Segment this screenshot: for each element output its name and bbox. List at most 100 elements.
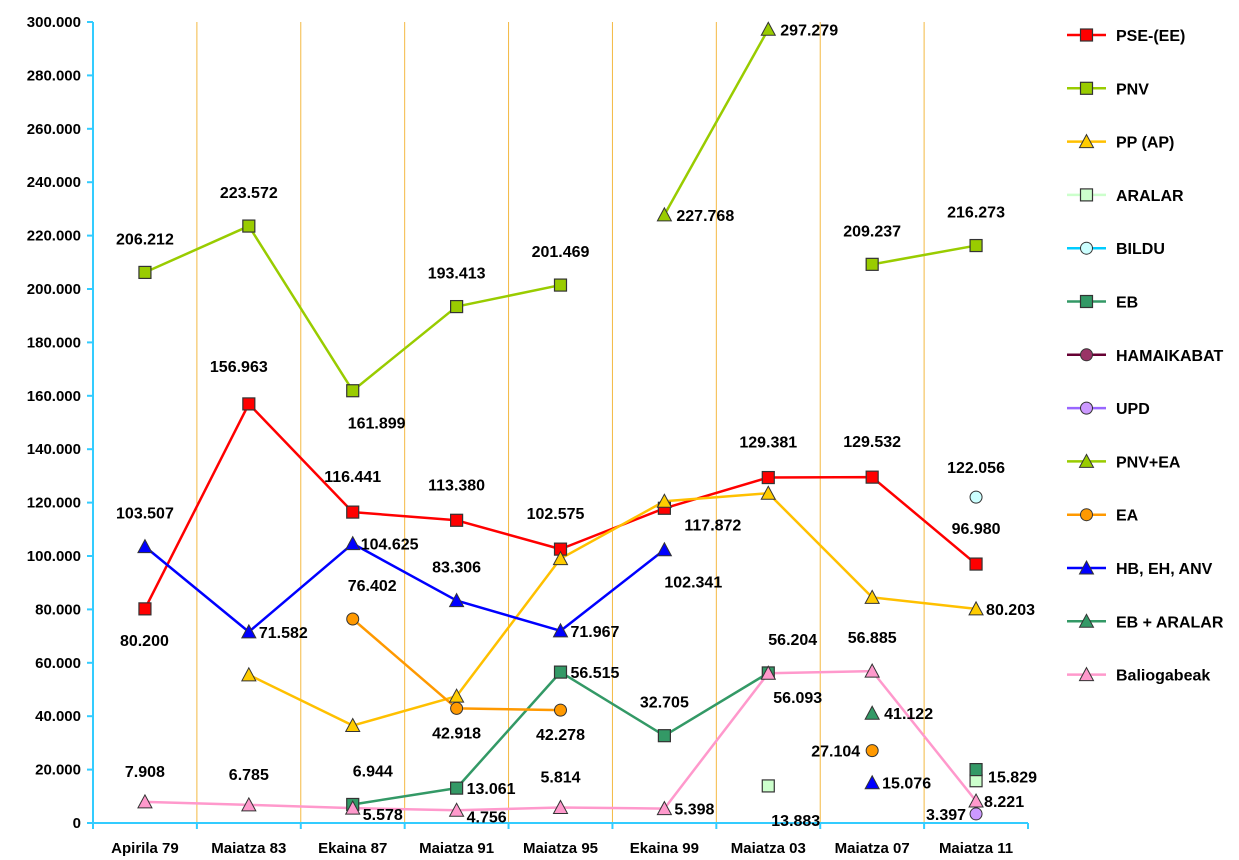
data-point [865, 744, 879, 758]
data-label: 13.883 [771, 813, 820, 830]
data-point [657, 729, 671, 743]
legend-marker [1080, 348, 1093, 362]
data-label: 8.221 [984, 794, 1024, 811]
legend-label: UPD [1116, 401, 1150, 418]
x-tick-label: Maiatza 11 [939, 840, 1013, 857]
data-point [864, 589, 881, 604]
data-point [865, 257, 879, 271]
data-label: 80.203 [986, 602, 1035, 619]
data-point [137, 793, 153, 809]
data-label: 102.341 [664, 575, 722, 592]
data-point [552, 799, 569, 814]
data-label: 209.237 [843, 223, 901, 240]
data-label: 83.306 [432, 560, 481, 577]
data-label: 56.885 [848, 630, 897, 647]
x-tick-label: Apirila 79 [111, 840, 179, 857]
y-tick-label: 280.000 [27, 67, 81, 84]
data-label: 41.122 [884, 706, 933, 723]
y-tick-label: 240.000 [27, 174, 81, 191]
data-point [344, 535, 361, 551]
series-line [144, 224, 561, 392]
legend-marker [1079, 188, 1094, 202]
y-tick-label: 20.000 [35, 762, 81, 779]
legend-marker [1078, 559, 1095, 575]
data-point [552, 550, 569, 566]
legend-label: BILDU [1116, 241, 1165, 258]
legend-label: HAMAIKABAT [1116, 348, 1223, 365]
data-point [969, 557, 983, 571]
y-tick-label: 120.000 [27, 495, 81, 512]
data-point [760, 485, 777, 500]
legend-label: PNV+EA [1116, 454, 1181, 471]
data-point [240, 796, 257, 812]
legend-marker [1079, 294, 1094, 309]
data-point [344, 800, 361, 815]
data-label: 56.093 [773, 690, 822, 707]
data-label: 5.578 [363, 807, 403, 824]
data-label: 129.532 [843, 434, 901, 451]
data-point [969, 490, 983, 504]
data-label: 102.575 [527, 506, 585, 523]
x-tick-label: Ekaina 99 [630, 840, 699, 857]
legend-marker [1079, 28, 1094, 42]
data-label: 42.918 [432, 725, 481, 742]
y-tick-label: 100.000 [27, 548, 81, 565]
y-tick-label: 80.000 [35, 601, 81, 618]
legend-label: Baliogabeak [1116, 668, 1210, 685]
data-point [448, 592, 465, 608]
data-point [864, 774, 881, 790]
legend-marker [1078, 453, 1095, 468]
legend-marker [1080, 241, 1093, 255]
data-labels: 80.200 156.963 116.441 113.380 102.575 117.87… [116, 22, 1037, 830]
data-label: 156.963 [210, 359, 268, 376]
data-point [969, 774, 983, 788]
data-label: 223.572 [220, 185, 278, 202]
y-tick-label: 200.000 [27, 281, 81, 298]
data-label: 76.402 [348, 578, 397, 595]
x-tick-label: Ekaina 87 [318, 840, 387, 857]
legend-marker [1080, 508, 1093, 522]
legend-label: PSE-(EE) [1116, 28, 1185, 45]
data-point [554, 703, 567, 717]
data-point [450, 701, 464, 715]
y-tick-label: 0 [73, 815, 81, 832]
data-point [242, 219, 256, 233]
data-point [138, 602, 152, 616]
data-label: 297.279 [780, 22, 838, 39]
series-markers [137, 21, 984, 821]
data-point [138, 265, 152, 280]
data-point [552, 622, 569, 638]
data-label: 5.398 [674, 802, 714, 819]
data-point [240, 623, 257, 639]
data-point [450, 513, 464, 527]
data-label: 7.908 [125, 764, 165, 781]
data-point [344, 717, 361, 733]
data-point [968, 792, 984, 808]
series-line [663, 28, 770, 216]
data-point [346, 505, 360, 519]
data-label: 42.278 [536, 727, 585, 744]
data-point [865, 470, 879, 484]
legend-label: PNV [1116, 81, 1149, 98]
data-point [968, 600, 984, 616]
data-label: 13.061 [467, 781, 516, 798]
data-label: 6.944 [353, 763, 393, 780]
x-tick-label: Maiatza 07 [835, 840, 910, 857]
data-label: 104.625 [361, 537, 419, 554]
data-point [864, 705, 881, 720]
data-label: 6.785 [229, 767, 269, 784]
data-point [448, 802, 465, 817]
data-label: 117.872 [684, 517, 741, 534]
data-label: 161.899 [348, 416, 406, 433]
data-label: 27.104 [811, 744, 860, 761]
data-label: 103.507 [116, 506, 174, 523]
legend: PSE-(EE) PNV PP (AP) ARALAR BILDU EB HAMAIKABA… [1067, 28, 1224, 685]
data-point [450, 781, 464, 795]
data-point [553, 665, 568, 679]
series-line [871, 244, 977, 266]
data-point [450, 299, 464, 314]
series-lines [143, 28, 978, 812]
y-tick-label: 260.000 [27, 121, 81, 138]
data-label: 122.056 [947, 460, 1005, 477]
data-label: 15.829 [988, 770, 1037, 787]
